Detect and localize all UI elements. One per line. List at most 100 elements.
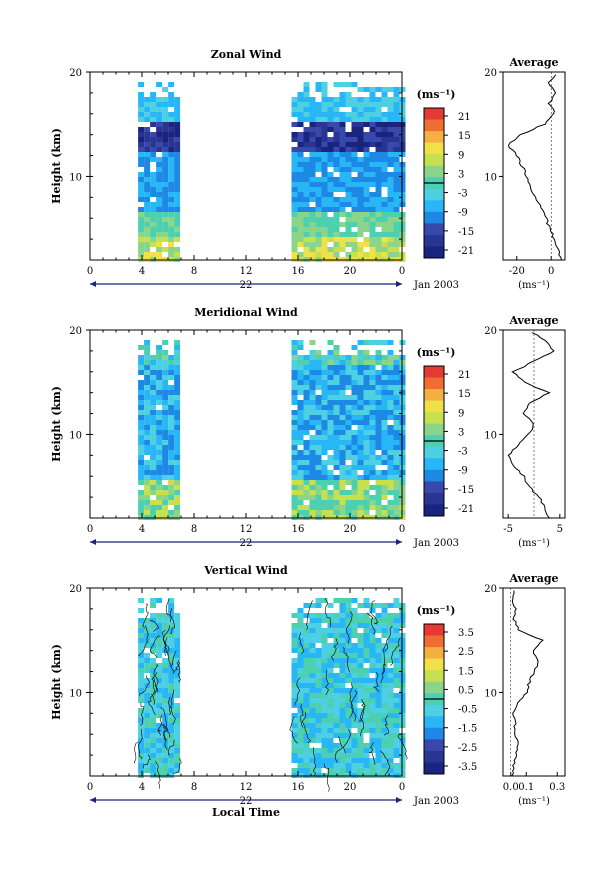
heatmap-cell (381, 618, 388, 623)
heatmap-cell (174, 192, 181, 197)
heatmap-cell (291, 500, 298, 505)
heatmap-cell (333, 197, 340, 202)
average-profile-line (507, 332, 555, 519)
heatmap-cell (339, 375, 346, 380)
heatmap-cell (156, 370, 163, 375)
heatmap-cell (387, 117, 394, 122)
heatmap-cell (333, 127, 340, 132)
heatmap-cell (162, 718, 169, 723)
heatmap-cell (369, 688, 376, 693)
heatmap-cell (144, 430, 151, 435)
heatmap-cell (174, 370, 181, 375)
heatmap-cell (144, 107, 151, 112)
heatmap-cell (138, 345, 145, 350)
heatmap-cell (150, 728, 157, 733)
colorbar-band (424, 154, 444, 167)
heatmap-cell (357, 410, 364, 415)
heatmap-cell (339, 222, 346, 227)
heatmap-cell (387, 460, 394, 465)
heatmap-cell (387, 172, 394, 177)
heatmap-cell (144, 653, 151, 658)
heatmap-cell (168, 763, 175, 768)
heatmap-cell (345, 638, 352, 643)
heatmap-cell (393, 450, 400, 455)
heatmap-cell (351, 698, 358, 703)
heatmap-cell (345, 678, 352, 683)
heatmap-cell (375, 638, 382, 643)
heatmap-cell (144, 345, 151, 350)
heatmap-cell (309, 365, 316, 370)
heatmap-cell (327, 375, 334, 380)
heatmap-cell (339, 763, 346, 768)
heatmap-cell (381, 703, 388, 708)
heatmap-cell (162, 500, 169, 505)
heatmap-cell (393, 360, 400, 365)
heatmap-cell (291, 743, 298, 748)
heatmap-cell (156, 490, 163, 495)
heatmap-cell (321, 698, 328, 703)
heatmap-cell (303, 232, 310, 237)
heatmap-cell (297, 643, 304, 648)
heatmap-cell (327, 162, 334, 167)
heatmap-cell (303, 613, 310, 618)
colorbar-band (424, 377, 444, 390)
heatmap-cell (345, 713, 352, 718)
heatmap-cell (321, 678, 328, 683)
heatmap-cell (339, 162, 346, 167)
heatmap-cell (381, 713, 388, 718)
heatmap-cell (327, 222, 334, 227)
heatmap-cell (291, 440, 298, 445)
heatmap-cell (381, 112, 388, 117)
heatmap-cell (168, 495, 175, 500)
heatmap-cell (333, 415, 340, 420)
heatmap-cell (339, 445, 346, 450)
heatmap-cell (387, 738, 394, 743)
heatmap-cell (168, 658, 175, 663)
heatmap-cell (339, 510, 346, 515)
heatmap-cell (387, 252, 394, 257)
heatmap-cell (351, 370, 358, 375)
heatmap-cell (345, 693, 352, 698)
heatmap-cell (345, 613, 352, 618)
heatmap-cell (315, 157, 322, 162)
heatmap-cell (333, 510, 340, 515)
heatmap-cell (393, 618, 400, 623)
heatmap-cell (303, 688, 310, 693)
heatmap-cell (174, 350, 181, 355)
heatmap-cell (162, 758, 169, 763)
colorbar-band (424, 119, 444, 132)
heatmap-cell (333, 360, 340, 365)
heatmap-cell (291, 247, 298, 252)
heatmap-cell (303, 370, 310, 375)
heatmap-cell (162, 693, 169, 698)
heatmap-cell (321, 390, 328, 395)
heatmap-cell (297, 177, 304, 182)
heatmap-cell (150, 112, 157, 117)
heatmap-cell (150, 212, 157, 217)
heatmap-cell (315, 673, 322, 678)
heatmap-cell (297, 490, 304, 495)
heatmap-cell (144, 355, 151, 360)
heatmap-cell (327, 728, 334, 733)
heatmap-cell (291, 167, 298, 172)
heatmap-cell (144, 663, 151, 668)
heatmap-cell (303, 212, 310, 217)
heatmap-cell (162, 748, 169, 753)
heatmap-cell (381, 242, 388, 247)
heatmap-cell (327, 102, 334, 107)
heatmap-cell (309, 380, 316, 385)
heatmap-cell (357, 242, 364, 247)
heatmap-cell (369, 500, 376, 505)
heatmap-cell (150, 613, 157, 618)
heatmap-cell (315, 718, 322, 723)
heatmap-cell (138, 142, 145, 147)
heatmap-cell (375, 668, 382, 673)
heatmap-cell (162, 415, 169, 420)
heatmap-cell (309, 237, 316, 242)
heatmap-cell (369, 415, 376, 420)
heatmap-cell (345, 162, 352, 167)
heatmap-cell (156, 345, 163, 350)
colorbar-band (424, 188, 444, 201)
heatmap-cell (375, 693, 382, 698)
heatmap-cell (168, 212, 175, 217)
